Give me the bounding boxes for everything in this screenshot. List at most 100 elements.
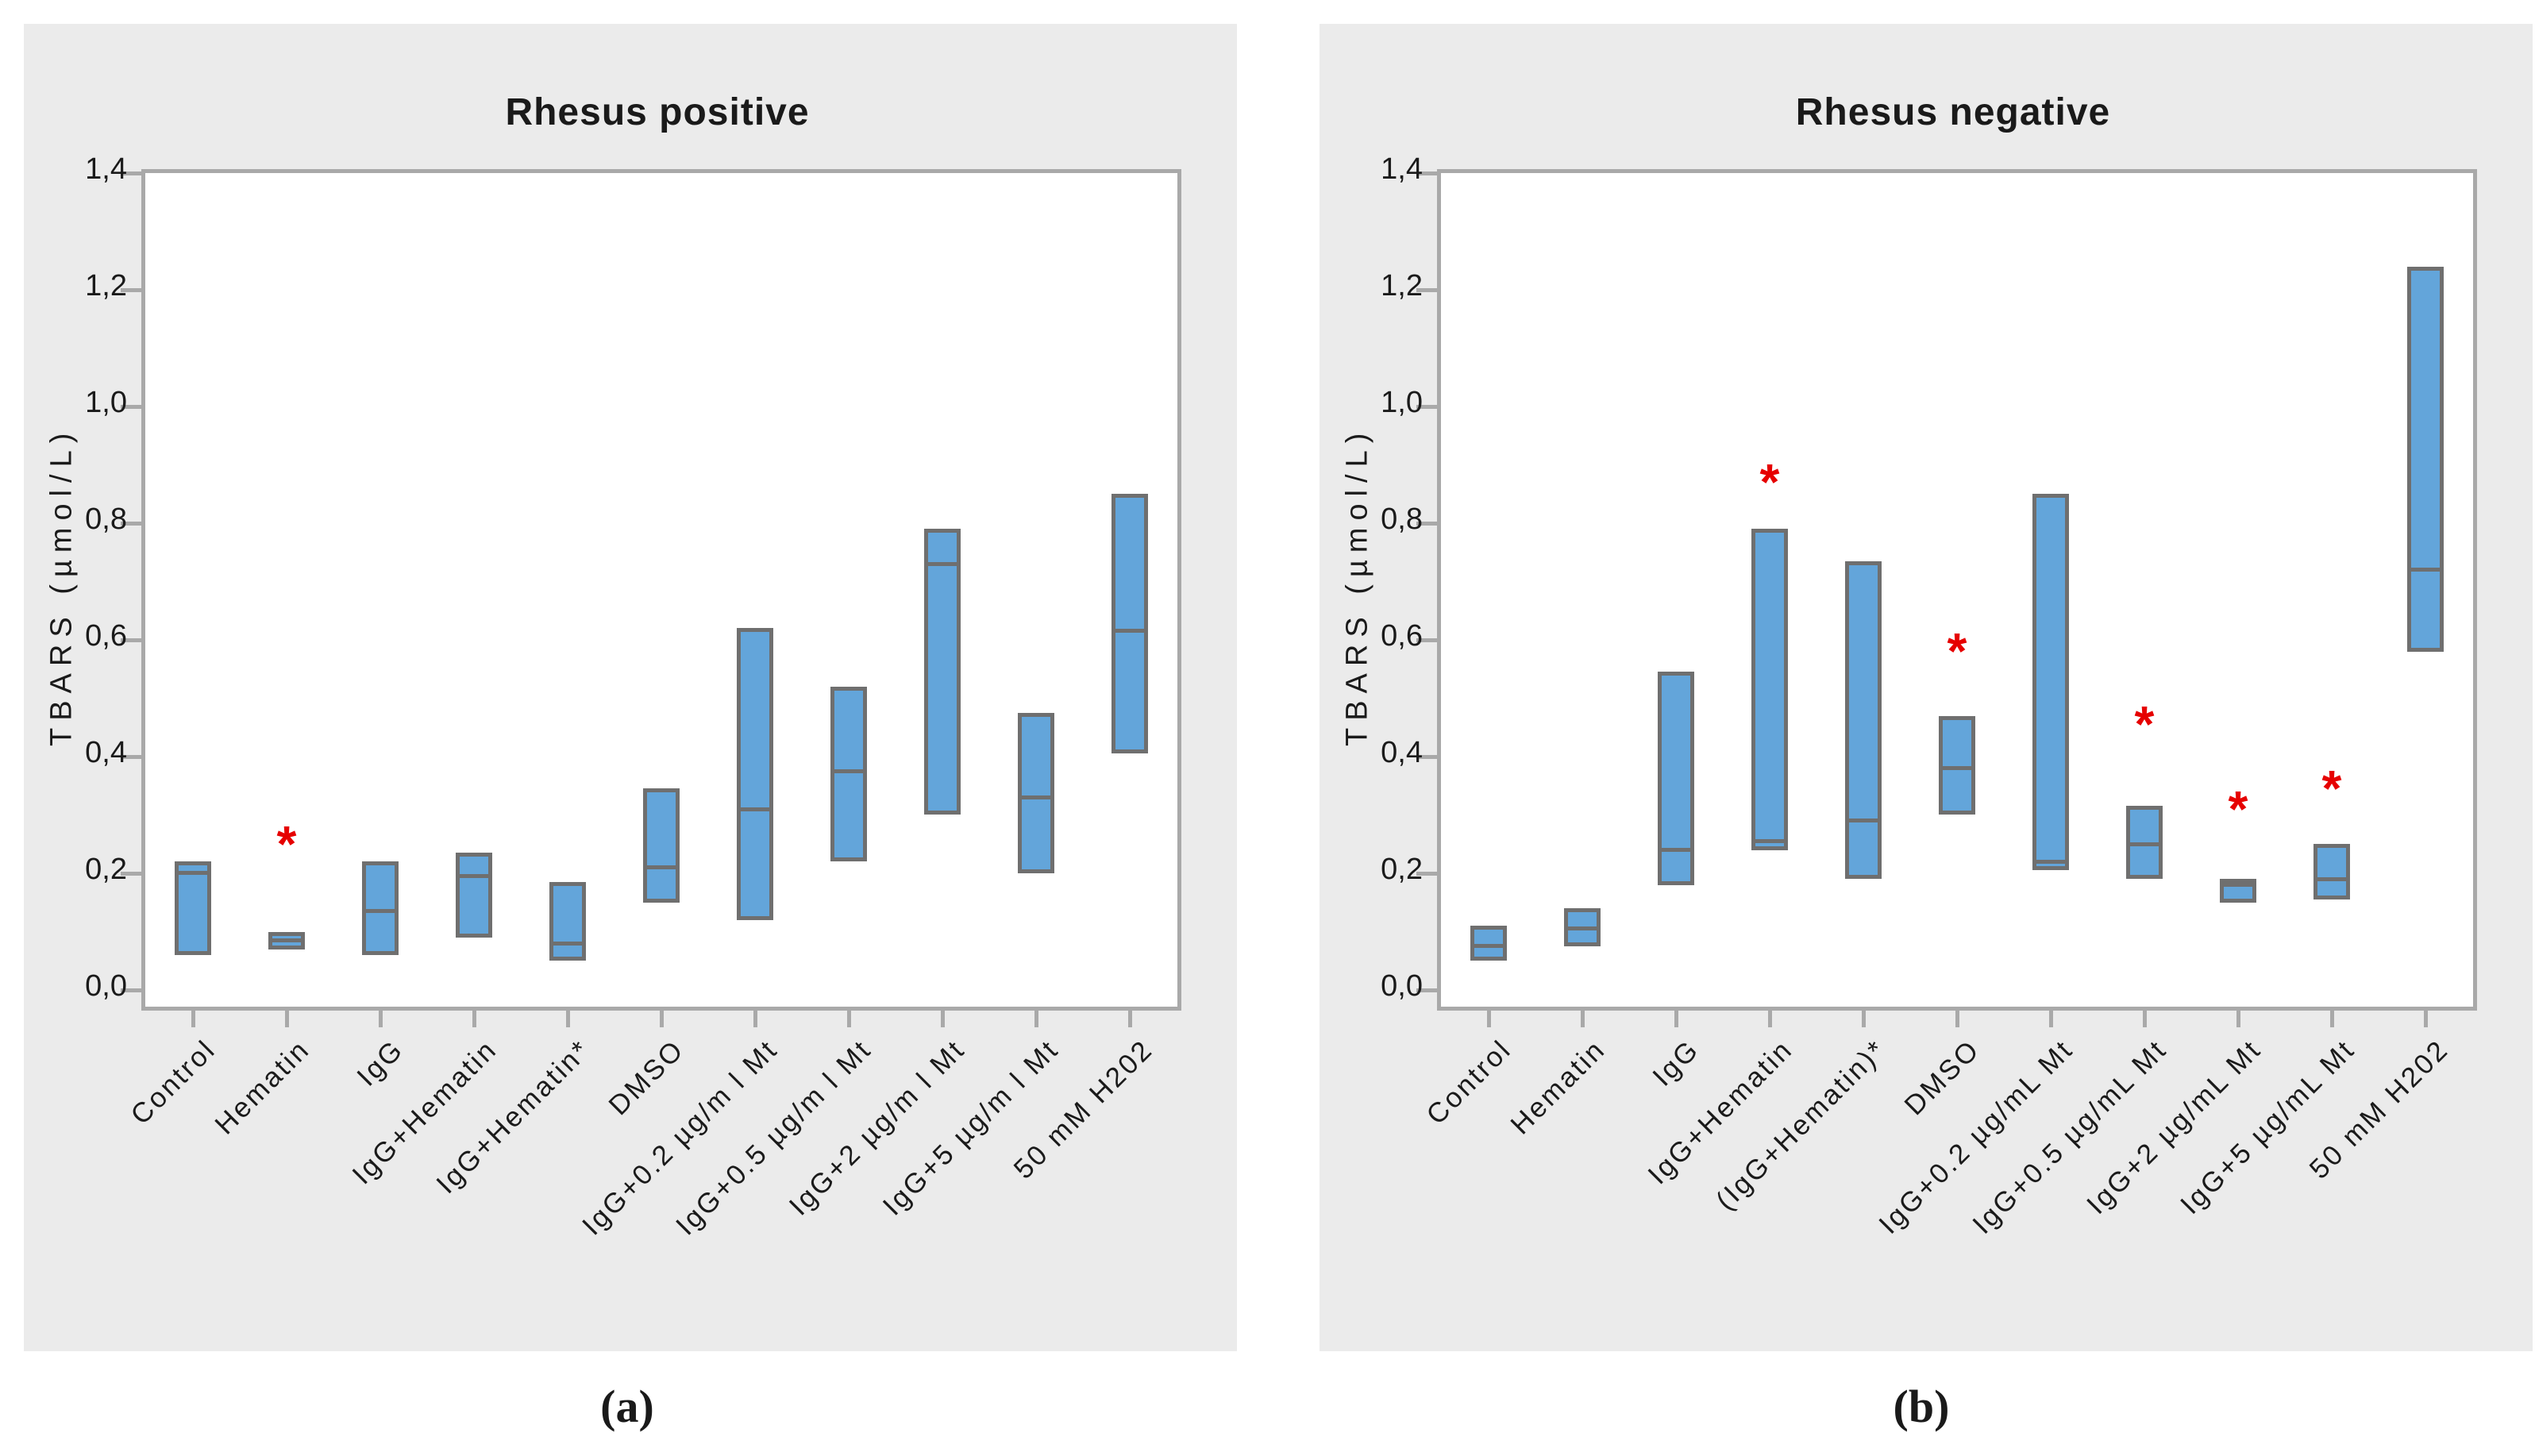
median-line (1755, 839, 1784, 844)
median-line (553, 941, 582, 946)
x-tick (1862, 1008, 1866, 1027)
median-line (1474, 944, 1503, 949)
significance-asterisk: * (276, 815, 297, 872)
box-IgG+0.5 µg/mL Mt (2126, 806, 2163, 880)
x-tick (753, 1008, 757, 1027)
y-tick (1416, 755, 1437, 759)
median-line (928, 561, 957, 566)
median-line (2036, 859, 2065, 864)
caption-b: (b) (1893, 1381, 1950, 1432)
plot-area: * (121, 169, 1181, 1027)
box-IgG+Hematin* (549, 882, 586, 961)
panel-rhesus-positive: Rhesus positive TBARS (µmol/L) * 0,0 0,2 0… (24, 24, 1237, 1351)
y-tick-label: 0,2 (1381, 853, 1423, 886)
x-tick-label: IgG (350, 1034, 410, 1092)
box-(IgG+Hematin)* (1845, 560, 1882, 880)
box-IgG+5 µg/mL Mt (2313, 844, 2350, 900)
x-tick (2143, 1008, 2147, 1027)
x-tick (2049, 1008, 2053, 1027)
y-tick-label: 0,2 (85, 853, 127, 886)
y-tick-label: 1,2 (85, 269, 127, 302)
median-line (1115, 629, 1144, 634)
y-tick (1416, 171, 1437, 175)
box-IgG+0.5 µg/m l Mt (830, 686, 867, 862)
x-tick (660, 1008, 664, 1027)
y-tick (121, 755, 141, 759)
y-tick-label: 0,6 (85, 619, 127, 653)
box-DMSO (643, 788, 680, 903)
y-tick (121, 872, 141, 876)
x-tick (2424, 1008, 2428, 1027)
chart-title: Rhesus positive (505, 91, 810, 133)
y-tick-label: 1,0 (85, 386, 127, 419)
x-tick (941, 1008, 945, 1027)
x-tick (1955, 1008, 1959, 1027)
median-line (272, 938, 301, 943)
box-IgG+Hematin (456, 853, 492, 938)
significance-asterisk: * (2134, 695, 2155, 753)
y-tick-label: 0,4 (85, 736, 127, 769)
median-line (2130, 842, 2159, 846)
median-line (2411, 568, 2440, 572)
median-line (460, 874, 488, 879)
box-IgG (1658, 672, 1694, 885)
x-tick (1674, 1008, 1678, 1027)
panel-rhesus-negative: Rhesus negative TBARS (µmol/L) * * * * * 0,0… (1320, 24, 2533, 1351)
significance-asterisk: * (1759, 453, 1780, 511)
significance-asterisk: * (2228, 780, 2248, 838)
x-tick (1768, 1008, 1772, 1027)
y-tick-label: 0,8 (1381, 503, 1423, 536)
box-50 mM H202 (2407, 266, 2444, 652)
box-IgG (362, 861, 399, 955)
y-tick-label: 1,4 (85, 152, 127, 186)
y-tick (1416, 522, 1437, 526)
x-tick (566, 1008, 570, 1027)
box-IgG+5 µg/m l Mt (1018, 712, 1054, 873)
y-tick (121, 405, 141, 409)
box-IgG+2 µg/m l Mt (924, 529, 961, 815)
x-tick-label: Control (125, 1034, 222, 1131)
box-IgG+0.2 µg/mL Mt (2032, 494, 2069, 871)
y-tick-label: 0,0 (85, 969, 127, 1003)
x-tick (2330, 1008, 2334, 1027)
y-tick (121, 988, 141, 992)
x-tick-label: IgG+5 µg/m l Mt (876, 1034, 1065, 1222)
x-tick (285, 1008, 289, 1027)
x-tick (191, 1008, 195, 1027)
y-tick (121, 522, 141, 526)
y-tick (121, 171, 141, 175)
x-tick (379, 1008, 383, 1027)
box-50 mM H202 (1111, 494, 1148, 754)
x-tick-label: DMSO (1898, 1034, 1986, 1122)
median-line (741, 807, 769, 811)
median-line (647, 865, 676, 870)
box-Control (1470, 926, 1507, 961)
y-tick-label: 1,4 (1381, 152, 1423, 186)
y-tick (121, 638, 141, 642)
x-tick-label: Hematin (1504, 1034, 1612, 1141)
x-tick-label: IgG+5 µg/mL Mt (2174, 1034, 2361, 1220)
x-tick (847, 1008, 851, 1027)
x-tick (1128, 1008, 1132, 1027)
median-line (2317, 876, 2346, 881)
x-tick (472, 1008, 476, 1027)
x-tick (1034, 1008, 1038, 1027)
y-tick-label: 1,0 (1381, 386, 1423, 419)
plot-area: * * * * * (1416, 169, 2477, 1027)
caption-a: (a) (600, 1381, 654, 1432)
x-tick-label: IgG+2 µg/mL Mt (2080, 1034, 2267, 1220)
x-tick-label: Hematin (208, 1034, 316, 1141)
y-tick (121, 288, 141, 292)
x-tick-label: Control (1420, 1034, 1518, 1131)
y-tick (1416, 872, 1437, 876)
box-Hematin (1564, 908, 1601, 946)
y-tick-label: 1,2 (1381, 269, 1423, 302)
y-tick-label: 0,4 (1381, 736, 1423, 769)
y-tick (1416, 288, 1437, 292)
y-tick-label: 0,6 (1381, 619, 1423, 653)
box-IgG+2 µg/mL Mt (2220, 879, 2256, 903)
chart-title: Rhesus negative (1795, 91, 2111, 133)
median-line (366, 909, 395, 914)
x-tick-label: IgG (1646, 1034, 1705, 1092)
